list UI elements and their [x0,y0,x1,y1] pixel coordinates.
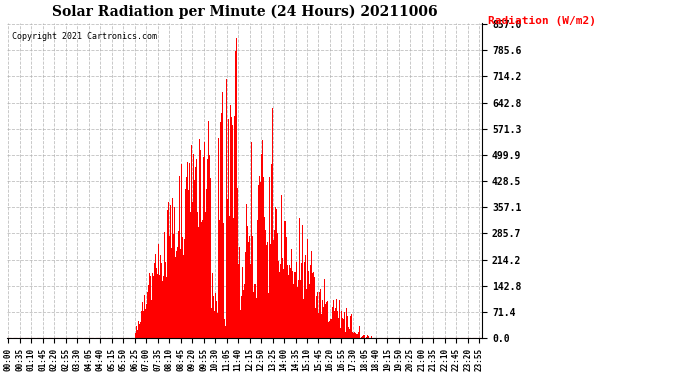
Title: Solar Radiation per Minute (24 Hours) 20211006: Solar Radiation per Minute (24 Hours) 20… [52,4,437,18]
Y-axis label: Radiation (W/m2): Radiation (W/m2) [488,16,595,26]
Text: Copyright 2021 Cartronics.com: Copyright 2021 Cartronics.com [12,32,157,41]
